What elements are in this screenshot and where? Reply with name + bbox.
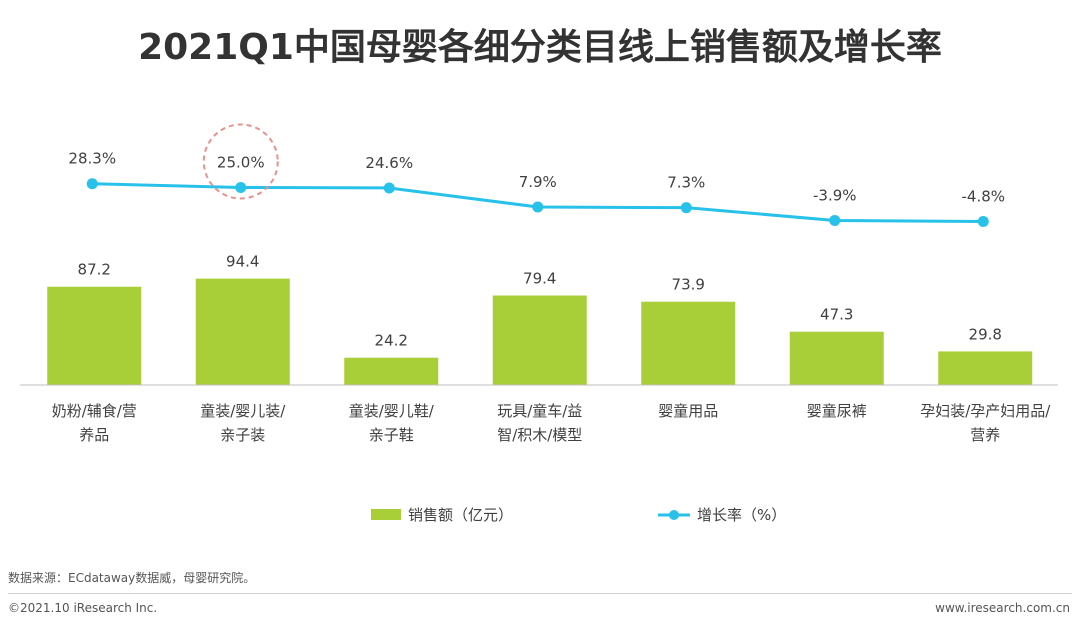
legend-line-marker <box>669 510 679 520</box>
legend-bar-swatch <box>371 509 401 520</box>
bar-4 <box>641 301 736 385</box>
bar-6 <box>938 351 1033 385</box>
legend-line-label: 增长率（%） <box>697 506 786 524</box>
legend-bar-label: 销售额（亿元） <box>408 506 513 524</box>
line-label-5: -3.9% <box>813 186 857 204</box>
category-label-4: 婴童用品 <box>658 402 718 420</box>
website-link[interactable]: www.iresearch.com.cn <box>935 601 1070 615</box>
bar-label-2: 24.2 <box>375 332 408 350</box>
line-label-4: 7.3% <box>667 174 705 192</box>
line-label-0: 28.3% <box>68 150 116 168</box>
legend: 销售额（亿元） 增长率（%） <box>371 506 786 524</box>
line-label-1: 25.0% <box>217 154 265 172</box>
bar-label-5: 47.3 <box>820 306 853 324</box>
bar-label-3: 79.4 <box>523 270 556 288</box>
category-label-6: 孕妇装/孕产妇用品/营养 <box>920 402 1051 444</box>
line-point-6 <box>977 215 989 227</box>
combo-chart: 87.2 94.424.279.4 73.947.329.8 28.3% 25.0% 2… <box>20 123 1058 524</box>
line-label-6: -4.8% <box>961 187 1005 205</box>
line-label-3: 7.9% <box>519 173 557 191</box>
bar-label-4: 73.9 <box>672 276 705 294</box>
category-label-0: 奶粉/辅食/营养品 <box>52 402 137 444</box>
highlight-circle <box>202 123 279 200</box>
category-label-5: 婴童尿裤 <box>807 402 867 420</box>
chart-title: 2021Q1中国母婴各细分类目线上销售额及增长率 <box>138 27 942 68</box>
bar-label-6: 29.8 <box>969 325 1002 343</box>
line-point-2 <box>383 182 395 194</box>
copyright-text: ©2021.10 iResearch Inc. <box>8 601 158 615</box>
bar-0 <box>47 286 142 385</box>
line-label-2: 24.6% <box>365 154 413 172</box>
category-labels: 奶粉/辅食/营养品 童装/婴儿装/亲子装 童装/婴儿鞋/亲子鞋 玩具/童车/益智/积木… <box>52 402 1052 444</box>
line-point-5 <box>829 214 841 226</box>
category-label-1: 童装/婴儿装/亲子装 <box>200 402 286 444</box>
bar-label-0: 87.2 <box>78 261 111 279</box>
line-point-3 <box>532 201 544 213</box>
data-source-note: 数据来源：ECdataway数据威，母婴研究院。 <box>8 571 256 585</box>
category-label-2: 童装/婴儿鞋/亲子鞋 <box>349 402 435 444</box>
line-point-1 <box>235 182 247 193</box>
bar-1 <box>195 278 290 385</box>
footer-divider <box>8 593 1072 594</box>
bar-2 <box>344 357 439 385</box>
category-label-3: 玩具/童车/益智/积木/模型 <box>497 402 582 444</box>
line-point-4 <box>680 202 692 214</box>
bar-series <box>47 278 1033 385</box>
line-series <box>86 178 989 227</box>
line-value-labels: 28.3% 25.0% 24.6% 7.9% 7.3% -3.9% -4.8% <box>68 123 1005 205</box>
bar-label-1: 94.4 <box>226 253 259 271</box>
bar-5 <box>789 331 884 385</box>
bar-3 <box>492 295 587 385</box>
line-point-0 <box>86 178 98 190</box>
bar-value-labels: 87.2 94.4 24.2 79.4 73.9 47.3 29.8 <box>78 253 1002 350</box>
